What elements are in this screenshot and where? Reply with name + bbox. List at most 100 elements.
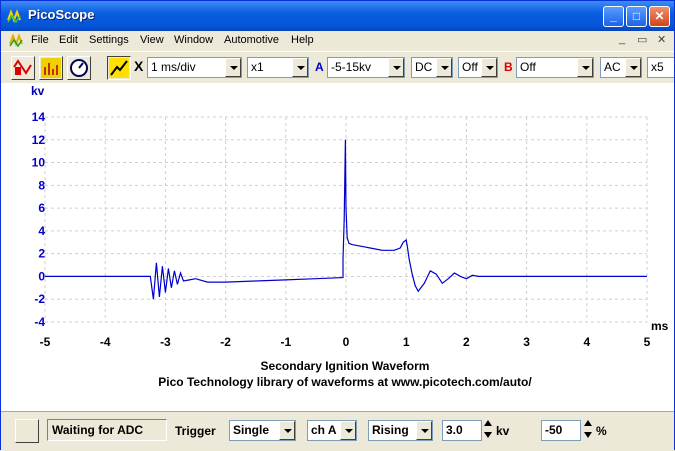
x-tick-label: 5 (644, 335, 651, 349)
menu-automotive[interactable]: Automotive (224, 34, 280, 46)
y-tick-label: 14 (32, 110, 46, 124)
y-tick-label: 10 (32, 156, 46, 170)
chevron-down-icon[interactable] (279, 421, 295, 440)
arrow-down-icon[interactable] (584, 432, 592, 438)
trigger-mode-value: Single (233, 423, 270, 437)
adc-status-panel: Waiting for ADC (47, 419, 167, 441)
y-tick-label: -4 (34, 315, 45, 329)
x-tick-label: -3 (160, 335, 171, 349)
channel-b-range-value: Off (520, 60, 536, 74)
menu-settings[interactable]: Settings (89, 34, 129, 46)
timebase-value: 1 ms/div (151, 60, 196, 74)
arrow-down-icon[interactable] (484, 432, 492, 438)
pretrigger-spinner[interactable] (583, 419, 593, 441)
chart-title: Secondary Ignition Waveform (261, 359, 430, 373)
trigger-edge-value: Rising (372, 423, 409, 437)
chevron-down-icon[interactable] (225, 58, 241, 77)
channel-a-coupling-select[interactable]: DC (411, 57, 453, 78)
x-zoom-value: x1 (251, 60, 264, 74)
arrow-up-icon[interactable] (584, 420, 592, 426)
channel-a-option-select[interactable]: Off (458, 57, 498, 78)
channel-a-range-value: -5-15kv (331, 60, 372, 74)
channel-b-coupling-select[interactable]: AC (600, 57, 642, 78)
y-axis-unit: kv (31, 84, 45, 98)
y-zoom-select[interactable]: x5 (647, 57, 674, 78)
channel-a-coupling-value: DC (415, 60, 433, 74)
adc-status-text: Waiting for ADC (52, 423, 144, 437)
channel-a-trace (45, 139, 647, 300)
spectrum-mode-button[interactable] (39, 56, 63, 80)
y-tick-label: 4 (38, 224, 45, 238)
x-tick-label: 4 (583, 335, 590, 349)
toolbar: X 1 ms/div x1 A -5-15kv DC Off B Off AC … (1, 51, 674, 85)
maximize-button[interactable]: □ (626, 6, 647, 27)
trigger-channel-select[interactable]: ch A (307, 420, 357, 441)
trigger-level-spinner[interactable] (483, 419, 493, 441)
meter-mode-button[interactable] (67, 56, 91, 80)
x-tick-label: -5 (40, 335, 51, 349)
x-axis-unit: ms (651, 319, 669, 333)
menu-view[interactable]: View (140, 34, 164, 46)
trigger-level-input[interactable]: 3.0 (442, 420, 482, 441)
channel-a-range-select[interactable]: -5-15kv (327, 57, 405, 78)
trigger-edge-select[interactable]: Rising (368, 420, 433, 441)
trigger-channel-value: ch A (311, 423, 337, 437)
pretrigger-unit: % (596, 424, 607, 438)
chevron-down-icon[interactable] (388, 58, 404, 77)
x-zoom-select[interactable]: x1 (247, 57, 309, 78)
channel-b-range-select[interactable]: Off (516, 57, 594, 78)
y-tick-label: 0 (38, 269, 45, 283)
y-tick-label: -2 (34, 292, 45, 306)
menu-edit[interactable]: Edit (59, 34, 78, 46)
x-tick-label: 0 (343, 335, 350, 349)
trigger-label: Trigger (175, 424, 216, 438)
trigger-level-unit: kv (496, 424, 510, 438)
chevron-down-icon[interactable] (436, 58, 452, 77)
title-bar[interactable]: PicoScope _ □ ✕ (1, 1, 674, 31)
chevron-down-icon[interactable] (481, 58, 497, 77)
trigger-mode-select[interactable]: Single (229, 420, 296, 441)
picoscope-app-icon (7, 9, 21, 24)
timebase-select[interactable]: 1 ms/div (147, 57, 242, 78)
x-tick-label: 2 (463, 335, 470, 349)
pretrigger-input[interactable]: -50 (541, 420, 581, 441)
chevron-down-icon[interactable] (625, 58, 641, 77)
chevron-down-icon[interactable] (340, 421, 356, 440)
channel-b-label: B (504, 60, 513, 74)
pretrigger-value: -50 (545, 423, 563, 437)
trigger-level-value: 3.0 (446, 423, 463, 437)
document-icon[interactable] (9, 33, 25, 47)
x-tick-label: 1 (403, 335, 410, 349)
x-axis-label: X (134, 58, 144, 74)
mdi-minimize-button[interactable]: _ (619, 33, 626, 45)
menu-window[interactable]: Window (174, 34, 214, 46)
menu-bar: File Edit Settings View Window Automotiv… (1, 31, 674, 50)
channel-a-option-value: Off (462, 60, 478, 74)
y-tick-label: 2 (38, 247, 45, 261)
mdi-close-button[interactable]: ✕ (657, 34, 667, 46)
mdi-restore-button[interactable]: ▭ (637, 34, 648, 46)
chevron-down-icon[interactable] (416, 421, 432, 440)
chevron-down-icon[interactable] (577, 58, 593, 77)
scope-mode-button[interactable] (11, 56, 35, 80)
x-tick-label: -4 (100, 335, 111, 349)
window-title: PicoScope (28, 7, 95, 22)
chevron-down-icon[interactable] (292, 58, 308, 77)
close-button[interactable]: ✕ (649, 6, 670, 27)
arrow-up-icon[interactable] (484, 420, 492, 426)
menu-help[interactable]: Help (291, 34, 314, 46)
auto-setup-button[interactable] (107, 56, 131, 80)
scope-plot-area[interactable]: -5 -4 -3 -2 -1 0 1 2 3 4 5 14 12 10 8 6 4 2 0 -2 -4 kv ms Se… (1, 83, 674, 411)
y-tick-label: 12 (32, 133, 46, 147)
menu-file[interactable]: File (31, 34, 49, 46)
minimize-button[interactable]: _ (603, 6, 624, 27)
meter-icon (70, 59, 88, 77)
y-tick-label: 8 (38, 178, 45, 192)
y-tick-label: 6 (38, 201, 45, 215)
chart-subtitle: Pico Technology library of waveforms at … (158, 375, 532, 389)
lightning-icon (109, 58, 129, 78)
start-stop-button[interactable] (15, 419, 39, 443)
